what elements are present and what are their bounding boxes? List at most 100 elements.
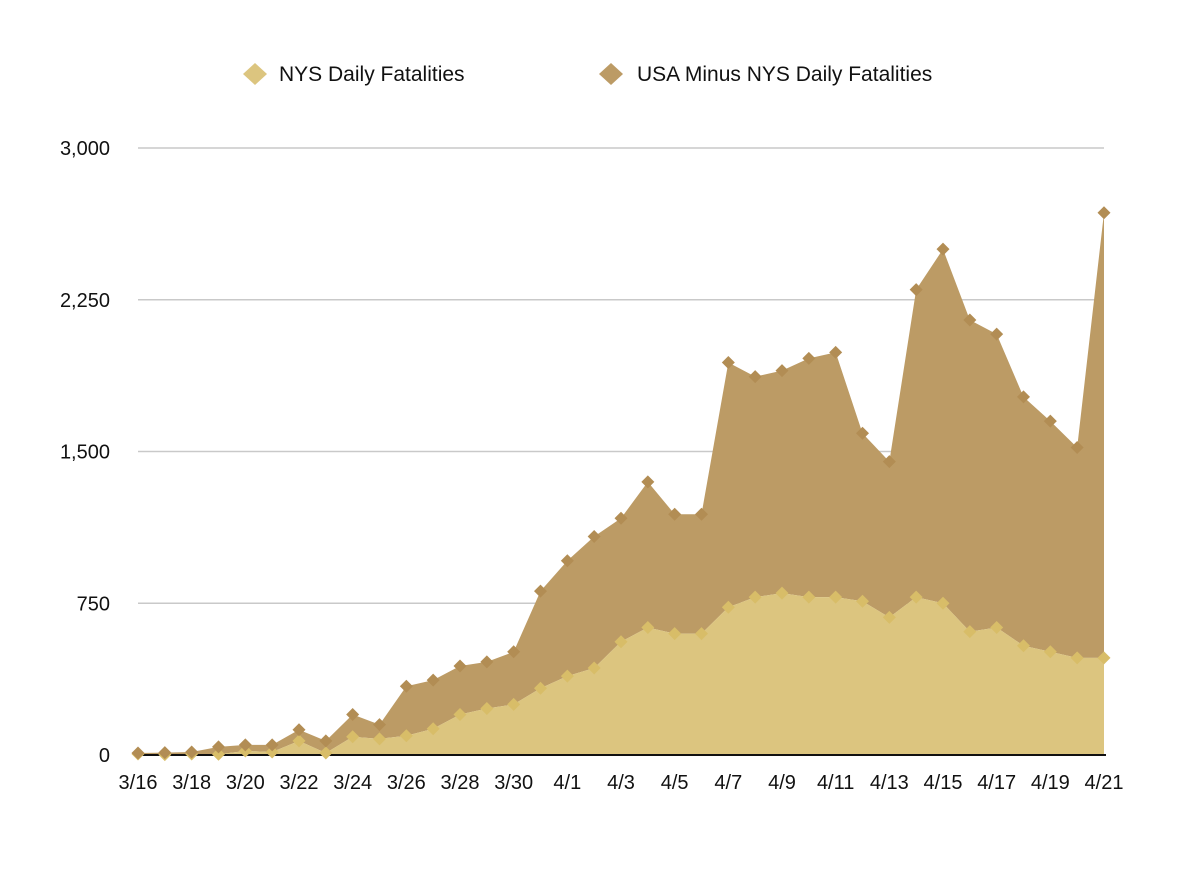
marker-nys-3-26[interactable] xyxy=(399,729,413,743)
marker-usa-minus-nys-4-19[interactable] xyxy=(1043,414,1057,428)
marker-nys-3-24[interactable] xyxy=(346,730,360,744)
legend-label-usa-minus-nys: USA Minus NYS Daily Fatalities xyxy=(637,63,932,86)
marker-nys-3-30[interactable] xyxy=(507,697,521,711)
marker-nys-3-31[interactable] xyxy=(534,681,547,695)
marker-nys-4-3[interactable] xyxy=(614,635,628,649)
marker-nys-4-5[interactable] xyxy=(668,627,682,641)
x-tick-label: 3/30 xyxy=(494,772,533,794)
marker-usa-minus-nys-3-29[interactable] xyxy=(480,655,494,669)
marker-usa-minus-nys-4-13[interactable] xyxy=(882,455,896,469)
y-tick-label: 1,500 xyxy=(60,442,110,464)
marker-nys-4-14[interactable] xyxy=(909,590,923,604)
y-axis-tick-labels: 0 750 1,500 2,250 3,000 xyxy=(60,138,110,767)
marker-usa-minus-nys-4-3[interactable] xyxy=(614,511,628,525)
marker-nys-3-29[interactable] xyxy=(480,701,494,715)
marker-usa-minus-nys-4-4[interactable] xyxy=(641,475,655,489)
marker-usa-minus-nys-3-28[interactable] xyxy=(453,659,467,673)
x-tick-label: 4/3 xyxy=(607,772,635,794)
marker-nys-4-20[interactable] xyxy=(1070,651,1084,665)
marker-nys-4-11[interactable] xyxy=(829,590,843,604)
marker-nys-4-1[interactable] xyxy=(560,669,574,683)
x-tick-label: 4/13 xyxy=(870,772,909,794)
marker-nys-3-23[interactable] xyxy=(319,746,333,760)
marker-usa-minus-nys-4-1[interactable] xyxy=(560,554,574,568)
marker-nys-4-2[interactable] xyxy=(587,661,601,675)
marker-nys-3-19[interactable] xyxy=(212,747,225,761)
y-tick-label: 3,000 xyxy=(60,138,110,160)
marker-nys-4-4[interactable] xyxy=(641,621,655,635)
marker-usa-minus-nys-4-14[interactable] xyxy=(909,283,923,297)
marker-usa-minus-nys-4-21[interactable] xyxy=(1097,206,1111,220)
x-tick-label: 3/24 xyxy=(333,772,372,794)
marker-nys-3-27[interactable] xyxy=(426,722,440,736)
marker-usa-minus-nys-3-23[interactable] xyxy=(319,734,333,748)
marker-nys-4-19[interactable] xyxy=(1043,645,1057,659)
marker-usa-minus-nys-4-17[interactable] xyxy=(990,327,1004,341)
marker-usa-minus-nys-3-26[interactable] xyxy=(399,679,413,693)
marker-nys-4-13[interactable] xyxy=(882,610,896,624)
marker-usa-minus-nys-3-24[interactable] xyxy=(346,708,360,722)
marker-nys-4-10[interactable] xyxy=(802,590,816,604)
marker-usa-minus-nys-4-18[interactable] xyxy=(1017,390,1030,404)
marker-nys-4-18[interactable] xyxy=(1017,639,1030,653)
marker-nys-4-8[interactable] xyxy=(748,590,762,604)
marker-usa-minus-nys-4-10[interactable] xyxy=(802,351,816,365)
marker-usa-minus-nys-4-5[interactable] xyxy=(668,507,682,521)
marker-usa-minus-nys-4-2[interactable] xyxy=(587,529,601,543)
x-tick-label: 4/7 xyxy=(714,772,742,794)
marker-usa-minus-nys-4-7[interactable] xyxy=(721,355,735,369)
marker-usa-minus-nys-4-15[interactable] xyxy=(936,242,950,256)
marker-usa-minus-nys-4-20[interactable] xyxy=(1070,440,1084,454)
marker-nys-3-28[interactable] xyxy=(453,708,467,722)
marker-nys-3-21[interactable] xyxy=(265,745,279,759)
marker-usa-minus-nys-4-11[interactable] xyxy=(829,345,843,359)
x-tick-label: 4/19 xyxy=(1031,772,1070,794)
legend-label-nys: NYS Daily Fatalities xyxy=(279,63,465,86)
marker-nys-3-22[interactable] xyxy=(292,734,306,748)
legend-marker-usa-minus-nys-icon xyxy=(599,63,623,85)
x-tick-label: 3/28 xyxy=(441,772,480,794)
marker-nys-4-21[interactable] xyxy=(1097,651,1111,665)
marker-usa-minus-nys-4-16[interactable] xyxy=(963,313,977,327)
marker-usa-minus-nys-3-16[interactable] xyxy=(131,746,145,760)
x-axis-tick-labels: 3/16 3/18 3/20 3/22 3/24 3/26 3/28 3/30 4/1 4/3 4/… xyxy=(119,772,1124,794)
marker-nys-3-25[interactable] xyxy=(373,732,386,746)
x-tick-label: 3/22 xyxy=(280,772,319,794)
marker-usa-minus-nys-3-31[interactable] xyxy=(534,584,547,598)
marker-usa-minus-nys-3-19[interactable] xyxy=(212,740,225,754)
marker-nys-4-17[interactable] xyxy=(990,621,1004,635)
marker-nys-4-16[interactable] xyxy=(963,625,977,639)
legend-item-usa-minus-nys[interactable]: USA Minus NYS Daily Fatalities xyxy=(599,63,932,86)
data-markers xyxy=(131,206,1111,762)
marker-nys-4-15[interactable] xyxy=(936,596,950,610)
marker-nys-4-7[interactable] xyxy=(721,600,735,614)
legend-marker-nys-icon xyxy=(243,63,267,85)
marker-usa-minus-nys-3-20[interactable] xyxy=(238,738,252,752)
marker-usa-minus-nys-4-9[interactable] xyxy=(775,364,789,378)
x-tick-label: 4/11 xyxy=(817,772,854,794)
legend-item-nys[interactable]: NYS Daily Fatalities xyxy=(243,63,465,86)
y-tick-label: 2,250 xyxy=(60,290,110,312)
marker-usa-minus-nys-3-17[interactable] xyxy=(158,746,172,760)
x-tick-label: 3/26 xyxy=(387,772,426,794)
x-tick-label: 4/17 xyxy=(977,772,1016,794)
marker-nys-4-6[interactable] xyxy=(695,627,708,641)
x-tick-label: 3/20 xyxy=(226,772,265,794)
y-tick-label: 0 xyxy=(99,745,110,767)
marker-usa-minus-nys-4-12[interactable] xyxy=(856,426,869,440)
marker-usa-minus-nys-4-8[interactable] xyxy=(748,370,762,384)
x-tick-label: 4/9 xyxy=(768,772,796,794)
legend: NYS Daily Fatalities USA Minus NYS Daily… xyxy=(243,63,932,86)
marker-usa-minus-nys-3-21[interactable] xyxy=(265,738,279,752)
marker-usa-minus-nys-4-6[interactable] xyxy=(695,507,708,521)
marker-usa-minus-nys-3-18[interactable] xyxy=(185,745,199,759)
marker-nys-4-12[interactable] xyxy=(856,594,869,608)
marker-usa-minus-nys-3-30[interactable] xyxy=(507,645,521,659)
marker-nys-4-9[interactable] xyxy=(775,586,789,600)
marker-usa-minus-nys-3-25[interactable] xyxy=(373,718,386,732)
area-nys xyxy=(138,593,1104,755)
marker-usa-minus-nys-3-27[interactable] xyxy=(426,673,440,687)
marker-usa-minus-nys-3-22[interactable] xyxy=(292,723,306,737)
